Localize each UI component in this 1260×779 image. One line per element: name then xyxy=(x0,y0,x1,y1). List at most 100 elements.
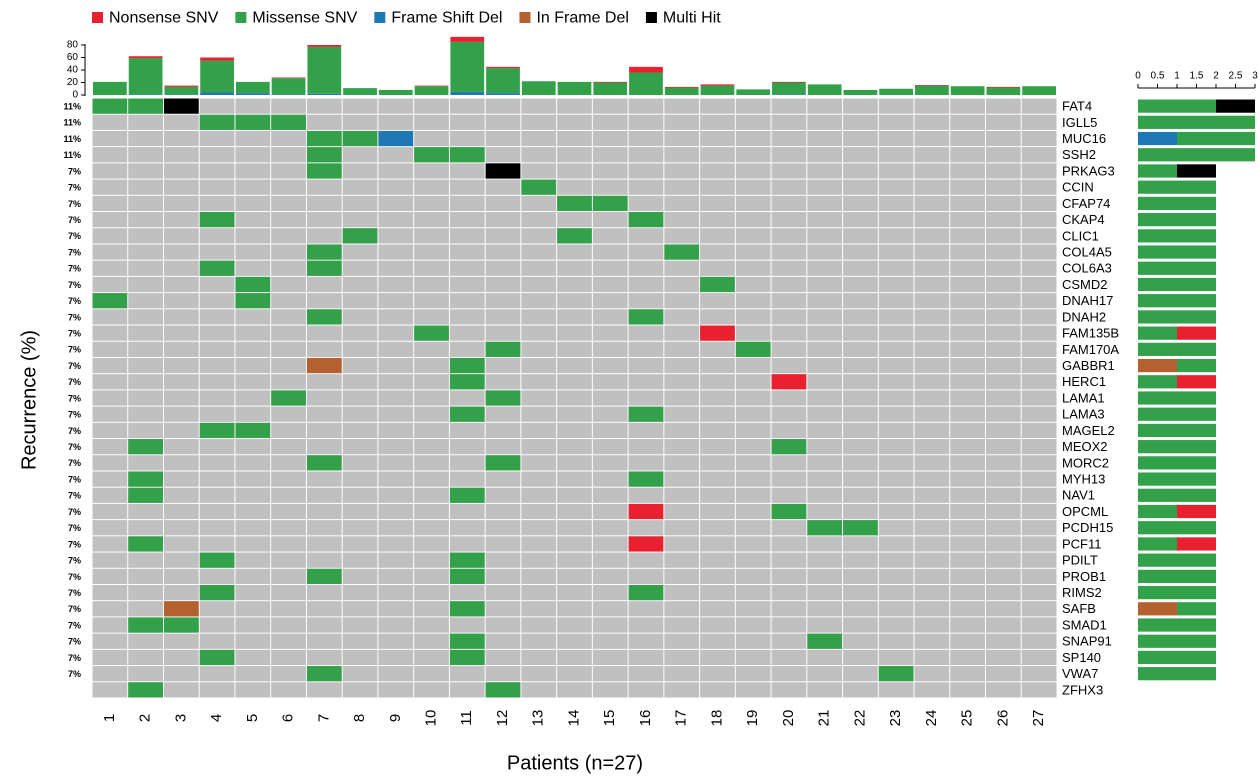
empty-cell xyxy=(163,130,199,147)
recurrence-label: 7% xyxy=(68,507,81,517)
gene-bar xyxy=(1138,164,1177,178)
gene-bar xyxy=(1177,375,1216,389)
empty-cell xyxy=(557,617,592,633)
empty-cell xyxy=(199,374,235,390)
empty-cell xyxy=(378,179,414,195)
empty-cell xyxy=(306,406,342,422)
empty-cell xyxy=(235,390,271,406)
empty-cell xyxy=(271,374,306,390)
mutation-cell xyxy=(306,357,342,374)
empty-cell xyxy=(271,471,306,487)
empty-cell xyxy=(664,260,700,276)
empty-cell xyxy=(843,422,878,439)
empty-cell xyxy=(914,260,950,276)
empty-cell xyxy=(1021,455,1057,471)
empty-cell xyxy=(700,98,735,114)
empty-cell xyxy=(878,536,914,552)
gene-bar xyxy=(1138,553,1216,567)
empty-cell xyxy=(843,147,878,163)
empty-cell xyxy=(235,455,271,471)
empty-cell xyxy=(628,422,664,439)
empty-cell xyxy=(92,439,128,455)
mutation-cell xyxy=(485,341,521,357)
empty-cell xyxy=(771,568,807,584)
empty-cell xyxy=(557,422,592,439)
empty-cell xyxy=(592,309,628,325)
recurrence-label: 7% xyxy=(68,264,81,274)
empty-cell xyxy=(807,406,843,422)
recurrence-label: 7% xyxy=(68,410,81,420)
stacked-bar xyxy=(307,93,342,95)
empty-cell xyxy=(664,649,700,666)
empty-cell xyxy=(271,325,306,341)
empty-cell xyxy=(449,98,485,114)
empty-cell xyxy=(128,293,163,309)
empty-cell xyxy=(378,682,414,698)
empty-cell xyxy=(521,455,557,471)
row-label: PCF11 xyxy=(1062,536,1102,551)
empty-cell xyxy=(1021,228,1057,244)
gene-bar xyxy=(1138,115,1255,129)
empty-cell xyxy=(414,422,449,439)
empty-cell xyxy=(950,163,986,179)
empty-cell xyxy=(1021,276,1057,293)
empty-cell xyxy=(986,276,1021,293)
mutation-cell xyxy=(306,455,342,471)
gene-bar xyxy=(1138,358,1177,373)
empty-cell xyxy=(878,341,914,357)
empty-cell xyxy=(1021,98,1057,114)
empty-cell xyxy=(914,212,950,228)
empty-cell xyxy=(414,114,449,130)
row-label: ZFHX3 xyxy=(1062,682,1103,697)
empty-cell xyxy=(878,422,914,439)
empty-cell xyxy=(128,163,163,179)
empty-cell xyxy=(950,228,986,244)
gene-bar xyxy=(1138,148,1255,162)
gene-bar xyxy=(1177,326,1216,340)
empty-cell xyxy=(235,406,271,422)
empty-cell xyxy=(628,439,664,455)
empty-cell xyxy=(843,682,878,698)
empty-cell xyxy=(521,584,557,601)
empty-cell xyxy=(700,422,735,439)
legend-swatch xyxy=(92,12,103,23)
empty-cell xyxy=(235,503,271,520)
stacked-bar xyxy=(915,85,949,86)
empty-cell xyxy=(199,228,235,244)
empty-cell xyxy=(199,325,235,341)
empty-cell xyxy=(163,357,199,374)
empty-cell xyxy=(306,422,342,439)
empty-cell xyxy=(557,601,592,617)
empty-cell xyxy=(235,520,271,536)
empty-cell xyxy=(485,293,521,309)
mutation-cell xyxy=(235,293,271,309)
x-tick-label: 12 xyxy=(494,710,511,727)
empty-cell xyxy=(986,552,1021,568)
empty-cell xyxy=(950,130,986,147)
empty-cell xyxy=(414,601,449,617)
empty-cell xyxy=(807,325,843,341)
empty-cell xyxy=(628,179,664,195)
x2-tick-label: 3 xyxy=(1252,71,1258,82)
empty-cell xyxy=(986,455,1021,471)
row-label: SNAP91 xyxy=(1062,634,1112,649)
mutation-cell xyxy=(485,390,521,406)
empty-cell xyxy=(378,98,414,114)
empty-cell xyxy=(986,520,1021,536)
empty-cell xyxy=(700,293,735,309)
empty-cell xyxy=(914,325,950,341)
x-tick-label: 16 xyxy=(637,710,654,727)
empty-cell xyxy=(914,439,950,455)
empty-cell xyxy=(378,552,414,568)
row-label: PRKAG3 xyxy=(1062,163,1115,178)
empty-cell xyxy=(521,98,557,114)
mutation-cell xyxy=(449,633,485,649)
empty-cell xyxy=(950,406,986,422)
empty-cell xyxy=(950,536,986,552)
empty-cell xyxy=(199,503,235,520)
empty-cell xyxy=(521,536,557,552)
empty-cell xyxy=(878,406,914,422)
empty-cell xyxy=(521,276,557,293)
empty-cell xyxy=(700,536,735,552)
empty-cell xyxy=(914,341,950,357)
